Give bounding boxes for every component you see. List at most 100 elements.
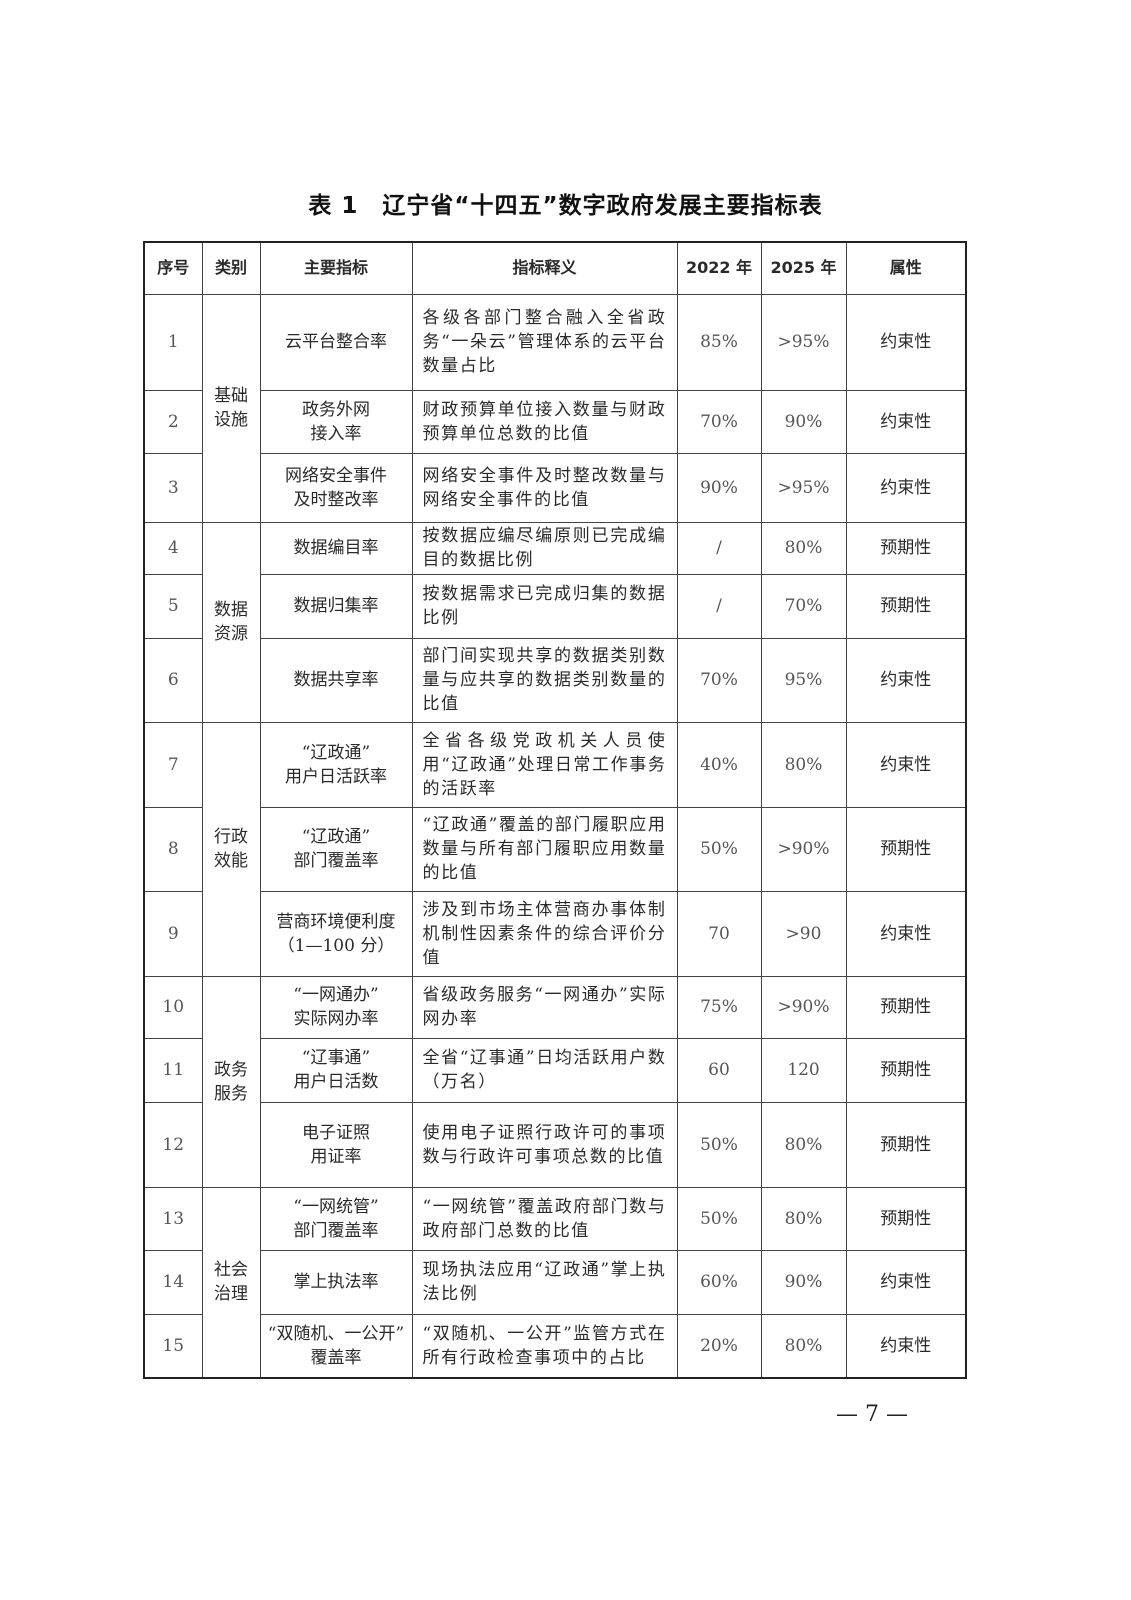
row-number: 1 <box>143 293 203 391</box>
value-2025: 80% <box>760 521 847 575</box>
explanation-cell: 全省各级党政机关人员使用“辽政通”处理日常工作事务的活跃率 <box>411 721 678 808</box>
value-2022: 50% <box>676 1101 762 1188</box>
value-2022: 90% <box>676 452 762 523</box>
row-number: 2 <box>143 389 203 454</box>
category-cell: 行政 效能 <box>201 721 261 977</box>
table-row: 10 政务 服务 “一网通办” 实际网办率 省级政务服务“一网通办”实际网办率 75% >… <box>143 975 967 1188</box>
value-2025: 120 <box>760 1037 847 1103</box>
value-2022: 70% <box>676 637 762 723</box>
attribute-cell: 预期性 <box>845 1186 967 1251</box>
explanation-cell: 现场执法应用“辽政通”掌上执法比例 <box>411 1249 678 1315</box>
row-number: 13 <box>143 1186 203 1251</box>
explanation-cell: 财政预算单位接入数量与财政预算单位总数的比值 <box>411 389 678 454</box>
row-number: 11 <box>143 1037 203 1103</box>
value-2025: >95% <box>760 293 847 391</box>
page-number: — 7 — <box>836 1402 908 1427</box>
indicator-cell: “辽事通” 用户日活数 <box>259 1037 413 1103</box>
explanation-cell: “双随机、一公开”监管方式在所有行政检查事项中的占比 <box>411 1313 678 1379</box>
value-2025: 95% <box>760 637 847 723</box>
table-header-row: 序号 类别 主要指标 指标释义 2022 年 2025 年属性 <box>143 241 967 295</box>
table-row: 3 网络安全事件 及时整改率 网络安全事件及时整改数量与网络安全事件的比值 90% >9… <box>143 452 967 523</box>
header-attribute: 属性 <box>845 241 967 295</box>
row-number: 8 <box>143 806 203 892</box>
value-2022: 50% <box>676 806 762 892</box>
row-number: 5 <box>143 573 203 639</box>
indicator-cell: 掌上执法率 <box>259 1249 413 1315</box>
table-row: 13 社会 治理 “一网统管” 部门覆盖率 “一网统管”覆盖政府部门数与政府部门总数的… <box>143 1186 967 1379</box>
category-cell: 社会 治理 <box>201 1186 261 1379</box>
value-2022: 60% <box>676 1249 762 1315</box>
category-cell: 基础 设施 <box>201 293 261 523</box>
value-2022: 20% <box>676 1313 762 1379</box>
indicator-cell: 网络安全事件 及时整改率 <box>259 452 413 523</box>
explanation-cell: 涉及到市场主体营商办事体制机制性因素条件的综合评价分值 <box>411 890 678 977</box>
value-2022: 85% <box>676 293 762 391</box>
explanation-cell: 全省“辽事通”日均活跃用户数（万名） <box>411 1037 678 1103</box>
row-number: 6 <box>143 637 203 723</box>
value-2022: 50% <box>676 1186 762 1251</box>
attribute-cell: 约束性 <box>845 721 967 808</box>
row-number: 3 <box>143 452 203 523</box>
explanation-cell: “一网统管”覆盖政府部门数与政府部门总数的比值 <box>411 1186 678 1251</box>
indicator-cell: 营商环境便利度 （1—100 分） <box>259 890 413 977</box>
explanation-cell: 使用电子证照行政许可的事项数与行政许可事项总数的比值 <box>411 1101 678 1188</box>
indicator-cell: 电子证照 用证率 <box>259 1101 413 1188</box>
attribute-cell: 约束性 <box>845 1313 967 1379</box>
indicator-cell: 政务外网 接入率 <box>259 389 413 454</box>
attribute-cell: 预期性 <box>845 1101 967 1188</box>
table-title: 表 1 辽宁省“十四五”数字政府发展主要指标表 <box>308 193 823 219</box>
attribute-cell: 约束性 <box>845 637 967 723</box>
indicator-table: 序号 类别 主要指标 指标释义 2022 年 2025 年属性 1 基础 设施 云平台整合率各… <box>143 241 967 1379</box>
value-2022: / <box>676 521 762 575</box>
header-category: 类别 <box>201 241 261 295</box>
table-row: 8 “辽政通” 部门覆盖率 “辽政通”覆盖的部门履职应用数量与所有部门履职应用数量的… <box>143 806 967 892</box>
attribute-cell: 约束性 <box>845 452 967 523</box>
value-2025: >90% <box>760 975 847 1039</box>
value-2025: >95% <box>760 452 847 523</box>
header-seq: 序号 <box>143 241 203 295</box>
explanation-cell: “辽政通”覆盖的部门履职应用数量与所有部门履职应用数量的比值 <box>411 806 678 892</box>
indicator-cell: “辽政通” 用户日活跃率 <box>259 721 413 808</box>
row-number: 10 <box>143 975 203 1039</box>
attribute-cell: 约束性 <box>845 890 967 977</box>
explanation-cell: 省级政务服务“一网通办”实际网办率 <box>411 975 678 1039</box>
table-row: 11 “辽事通” 用户日活数 全省“辽事通”日均活跃用户数（万名） 60 120 预期性 <box>143 1037 967 1103</box>
value-2025: 80% <box>760 1101 847 1188</box>
value-2022: / <box>676 573 762 639</box>
explanation-cell: 部门间实现共享的数据类别数量与应共享的数据类别数量的比值 <box>411 637 678 723</box>
value-2025: 90% <box>760 1249 847 1315</box>
attribute-cell: 预期性 <box>845 1037 967 1103</box>
attribute-cell: 预期性 <box>845 975 967 1039</box>
table-row: 9 营商环境便利度 （1—100 分） 涉及到市场主体营商办事体制机制性因素条件的综… <box>143 890 967 977</box>
table-row: 1 基础 设施 云平台整合率 各级各部门整合融入全省政务“一朵云”管理体系的云平台数量… <box>143 293 967 523</box>
value-2025: >90 <box>760 890 847 977</box>
indicator-cell: “一网通办” 实际网办率 <box>259 975 413 1039</box>
row-number: 4 <box>143 521 203 575</box>
value-2025: >90% <box>760 806 847 892</box>
row-number: 12 <box>143 1101 203 1188</box>
attribute-cell: 约束性 <box>845 1249 967 1315</box>
table-row: 6 数据共享率 部门间实现共享的数据类别数量与应共享的数据类别数量的比值 70% 95%… <box>143 637 967 723</box>
value-2022: 70% <box>676 389 762 454</box>
table-row: 5 数据归集率 按数据需求已完成归集的数据比例/70% 预期性 <box>143 573 967 639</box>
row-number: 15 <box>143 1313 203 1379</box>
header-explanation: 指标释义 <box>411 241 678 295</box>
table-row: 14 掌上执法率 现场执法应用“辽政通”掌上执法比例 60% 90% 约束性 <box>143 1249 967 1315</box>
row-number: 9 <box>143 890 203 977</box>
header-indicator: 主要指标 <box>259 241 413 295</box>
value-2022: 60 <box>676 1037 762 1103</box>
table-row: 12 电子证照 用证率 使用电子证照行政许可的事项数与行政许可事项总数的比值 50% 8… <box>143 1101 967 1188</box>
value-2022: 75% <box>676 975 762 1039</box>
indicator-cell: “一网统管” 部门覆盖率 <box>259 1186 413 1251</box>
indicator-cell: 云平台整合率 <box>259 293 413 391</box>
indicator-cell: 数据归集率 <box>259 573 413 639</box>
table-row: 2 政务外网 接入率 财政预算单位接入数量与财政预算单位总数的比值 70% 90% 约束性 <box>143 389 967 454</box>
attribute-cell: 预期性 <box>845 521 967 575</box>
header-2022: 2022 年 <box>676 241 762 295</box>
attribute-cell: 约束性 <box>845 389 967 454</box>
value-2022: 40% <box>676 721 762 808</box>
indicator-cell: 数据共享率 <box>259 637 413 723</box>
explanation-cell: 各级各部门整合融入全省政务“一朵云”管理体系的云平台数量占比 <box>411 293 678 391</box>
attribute-cell: 预期性 <box>845 806 967 892</box>
category-cell: 数据 资源 <box>201 521 261 723</box>
